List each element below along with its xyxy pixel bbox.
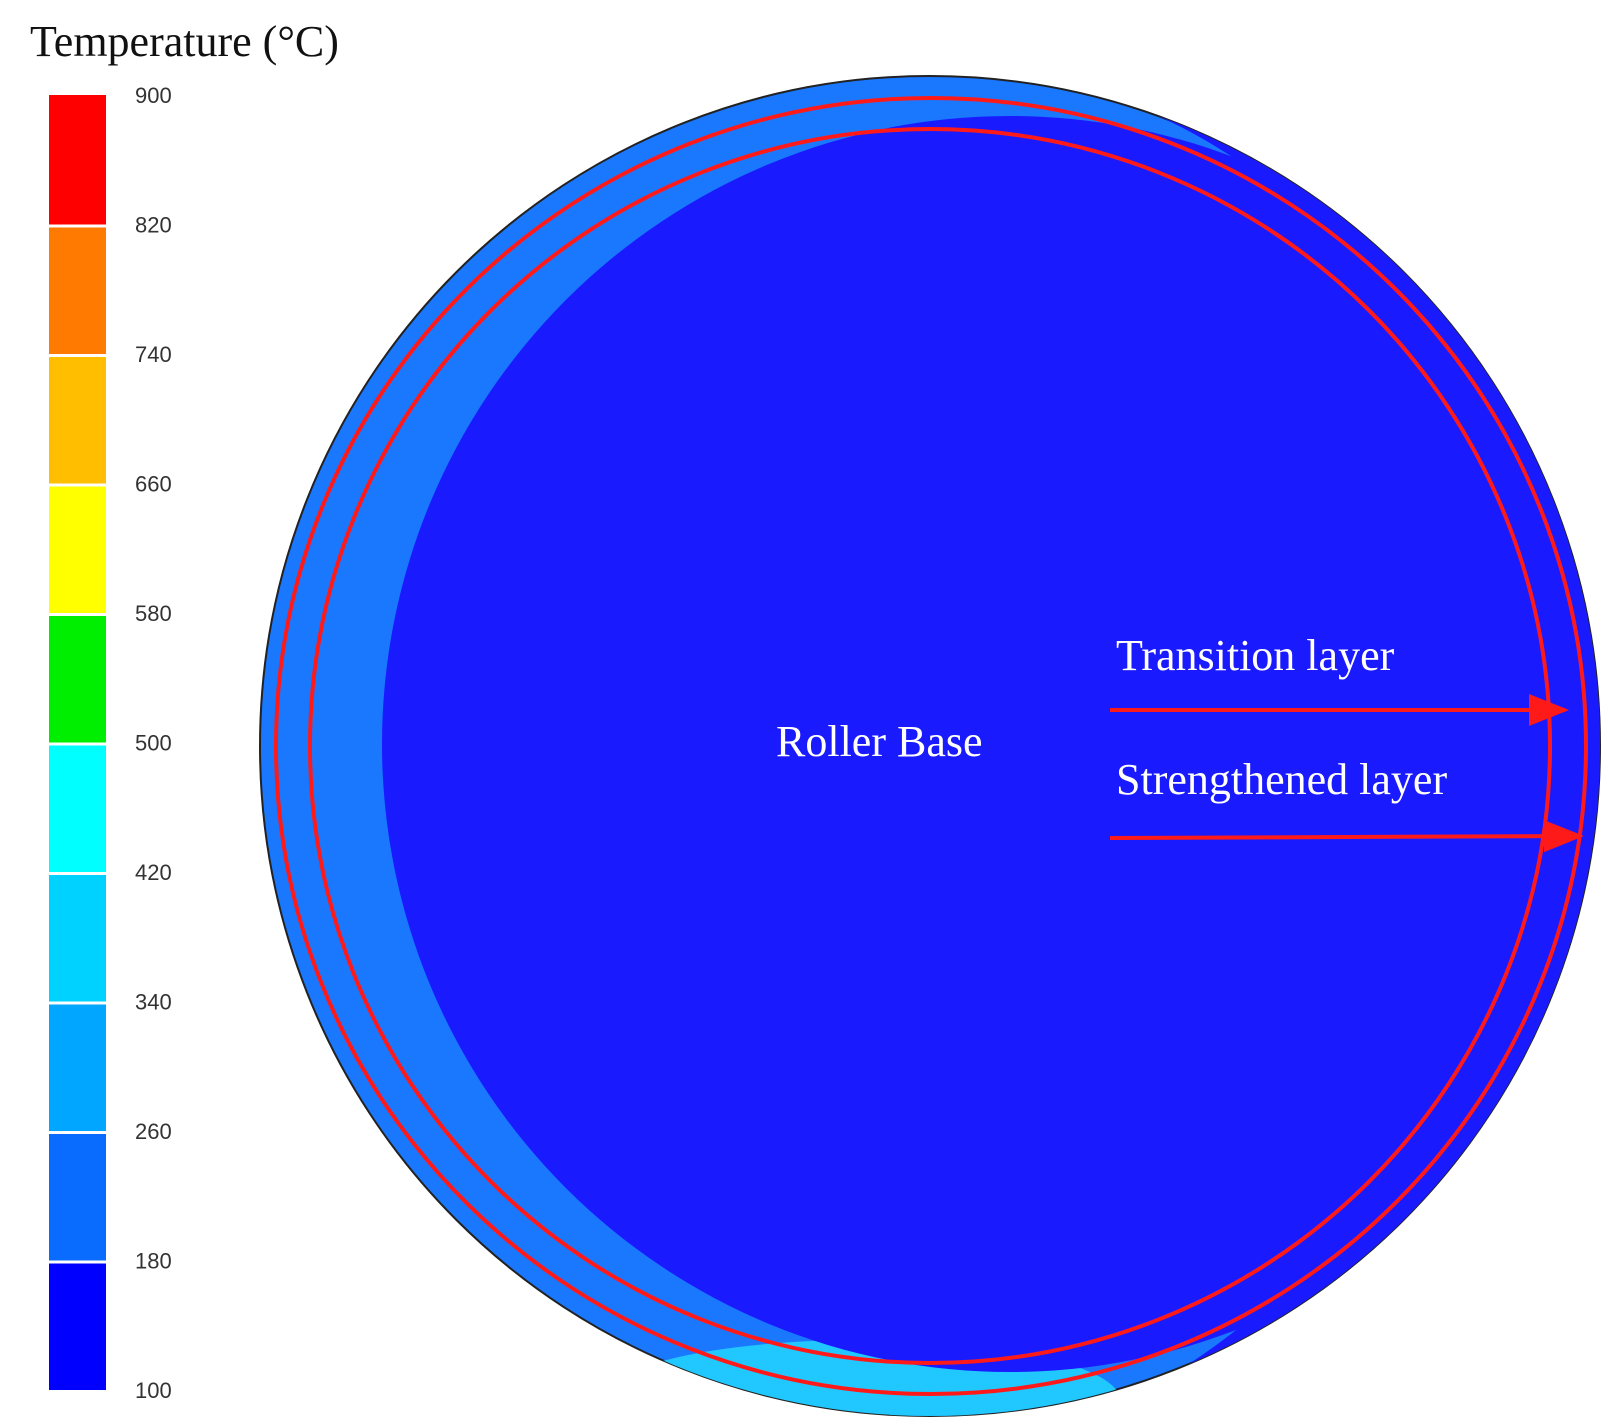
base-label: Roller Base (776, 717, 983, 766)
tick-label: 580 (135, 601, 172, 626)
transition-boundary (308, 127, 1552, 1365)
tick-label: 340 (135, 990, 172, 1015)
legend-title: Temperature (°C) (30, 17, 339, 66)
tick-label: 420 (135, 860, 172, 885)
tick-label: 100 (135, 1378, 172, 1403)
transition-label: Transition layer (1116, 631, 1395, 680)
tick-label: 260 (135, 1119, 172, 1144)
tick-label: 740 (135, 342, 172, 367)
strengthened-arrow (1109, 820, 1584, 853)
strengthened-boundary (274, 96, 1588, 1396)
cool-region (382, 116, 1600, 1372)
tick-label: 180 (135, 1249, 172, 1274)
colorbar-segment (49, 357, 106, 484)
tick-label: 660 (135, 472, 172, 497)
tick-label: 900 (135, 83, 172, 108)
colorbar-segment (49, 227, 106, 354)
strengthened-label: Strengthened layer (1116, 755, 1447, 804)
colorbar-segment (49, 745, 106, 872)
tick-label: 500 (135, 731, 172, 756)
colorbar-segment (49, 616, 106, 743)
colorbar-segment (49, 1134, 106, 1261)
colorbar: 900 820 740 660 580 500 420 340 260 180 100 (49, 83, 172, 1403)
colorbar-segment (49, 1263, 106, 1390)
colorbar-segment (49, 875, 106, 1002)
tick-label: 820 (135, 213, 172, 238)
colorbar-segment (49, 1004, 106, 1131)
colorbar-segment (49, 95, 106, 225)
colorbar-segment (49, 486, 106, 613)
roller: Roller Base Transition layer Strengthene… (259, 75, 1601, 1417)
